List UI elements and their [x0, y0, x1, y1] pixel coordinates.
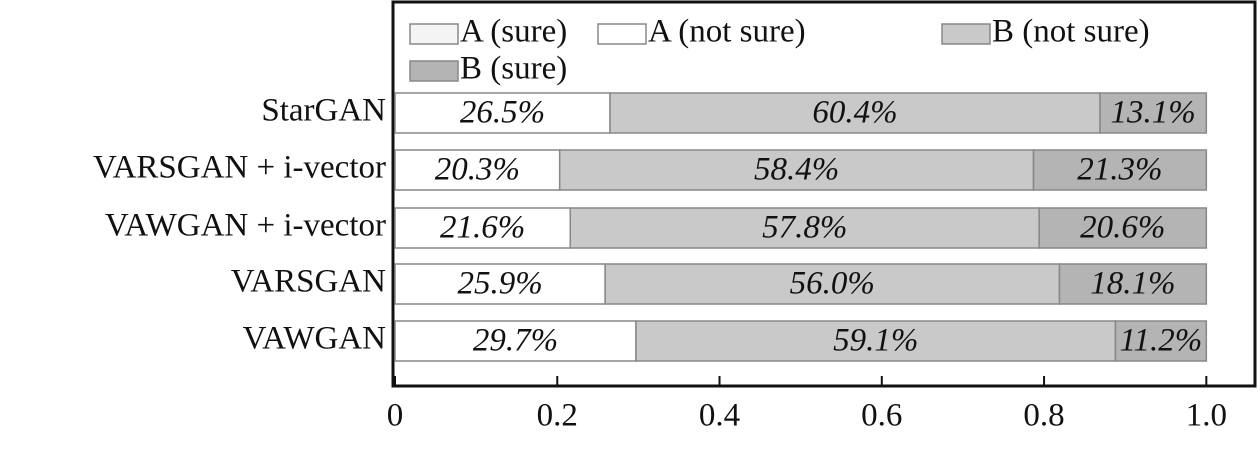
data-label: 56.0% — [790, 266, 875, 302]
x-tick-label: 0 — [387, 398, 404, 434]
x-tick-label: 0.6 — [861, 398, 902, 434]
bar-segment — [394, 92, 611, 134]
legend-swatch — [409, 23, 459, 45]
y-tick-label: VARSGAN + i-vector — [93, 150, 386, 186]
bar-segment — [1032, 149, 1208, 191]
bar-segment — [394, 149, 561, 191]
data-label: 20.6% — [1080, 210, 1165, 246]
bar-segment — [1058, 263, 1208, 305]
data-label: 21.3% — [1077, 152, 1162, 188]
y-tick-label: VAWGAN — [243, 321, 387, 357]
data-label: 18.1% — [1090, 266, 1175, 302]
legend-swatch — [941, 23, 991, 45]
y-tick-label: StarGAN — [261, 93, 386, 129]
bar-segment — [394, 320, 637, 362]
data-label: 21.6% — [440, 210, 525, 246]
y-tick-label: VARSGAN — [231, 264, 386, 300]
data-label: 59.1% — [833, 323, 918, 359]
bar-segment — [394, 263, 606, 305]
bar-segment — [635, 320, 1117, 362]
data-label: 29.7% — [473, 323, 558, 359]
x-tick-label: 0.8 — [1023, 398, 1064, 434]
data-label: 25.9% — [457, 266, 542, 302]
legend-label: B (sure) — [460, 51, 567, 87]
x-tick-label: 0.2 — [537, 398, 578, 434]
data-label: 13.1% — [1111, 95, 1196, 131]
legend-label: B (not sure) — [992, 14, 1150, 50]
x-tick-label: 1.0 — [1186, 398, 1227, 434]
bar-segment — [1099, 92, 1208, 134]
data-label: 11.2% — [1119, 323, 1202, 359]
bar-segment — [1038, 207, 1208, 249]
data-label: 57.8% — [762, 210, 847, 246]
plot-frame — [391, 0, 1257, 388]
bar-segment — [609, 92, 1101, 134]
data-label: 58.4% — [754, 152, 839, 188]
legend-swatch — [409, 60, 459, 82]
bar-segment — [1114, 320, 1208, 362]
legend-swatch — [597, 23, 647, 45]
y-tick-label: VAWGAN + i-vector — [105, 208, 386, 244]
data-label: 26.5% — [460, 95, 545, 131]
x-tick-label: 0.4 — [699, 398, 740, 434]
bar-segment — [569, 207, 1040, 249]
bar-segment — [394, 207, 571, 249]
data-label: 20.3% — [435, 152, 520, 188]
legend-label: A (not sure) — [648, 14, 806, 50]
data-label: 60.4% — [812, 95, 897, 131]
legend-label: A (sure) — [460, 14, 567, 50]
